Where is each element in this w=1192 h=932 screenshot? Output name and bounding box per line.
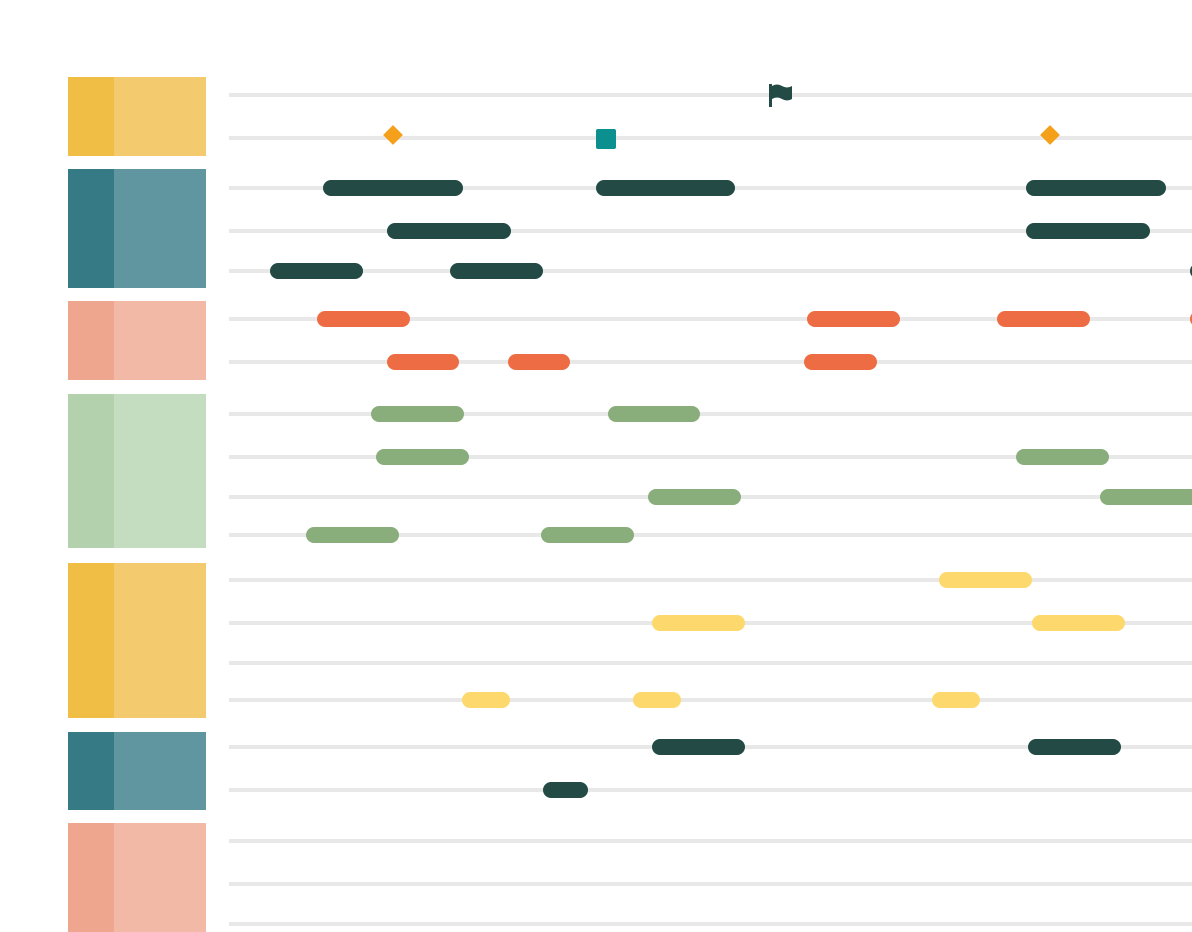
task-bar bbox=[648, 489, 741, 505]
group-strip bbox=[68, 77, 114, 156]
group-strip bbox=[68, 169, 114, 288]
task-bar bbox=[317, 311, 410, 327]
task-bar bbox=[1026, 180, 1166, 196]
task-bar bbox=[652, 739, 745, 755]
task-bar bbox=[371, 406, 464, 422]
task-bar bbox=[376, 449, 469, 465]
group-strip bbox=[68, 394, 114, 548]
group-strip bbox=[68, 301, 114, 380]
task-bar bbox=[997, 311, 1090, 327]
task-bar bbox=[932, 692, 980, 708]
group-strip bbox=[68, 823, 114, 932]
task-bar bbox=[508, 354, 570, 370]
task-bar bbox=[450, 263, 543, 279]
task-bar bbox=[541, 527, 634, 543]
task-bar bbox=[939, 572, 1032, 588]
task-bar bbox=[543, 782, 588, 798]
task-bar bbox=[596, 180, 735, 196]
task-bar bbox=[633, 692, 681, 708]
task-bar bbox=[1016, 449, 1109, 465]
task-bar bbox=[1100, 489, 1192, 505]
task-bar bbox=[807, 311, 900, 327]
task-bar bbox=[1028, 739, 1121, 755]
diamond-marker bbox=[383, 125, 403, 145]
task-bar bbox=[306, 527, 399, 543]
task-bar bbox=[1032, 615, 1125, 631]
flag-cloth bbox=[772, 84, 792, 101]
task-bar bbox=[462, 692, 510, 708]
group-strip bbox=[68, 732, 114, 810]
task-bar bbox=[387, 223, 511, 239]
task-bar bbox=[652, 615, 745, 631]
flag-marker bbox=[769, 84, 792, 107]
square-marker bbox=[596, 129, 616, 149]
task-bar bbox=[270, 263, 363, 279]
task-bar bbox=[608, 406, 700, 422]
diamond-marker bbox=[1040, 125, 1060, 145]
group-strip bbox=[68, 563, 114, 718]
task-bar bbox=[1026, 223, 1150, 239]
task-bar bbox=[804, 354, 877, 370]
task-bar bbox=[387, 354, 459, 370]
task-bar bbox=[323, 180, 463, 196]
flag-pole bbox=[769, 84, 772, 107]
